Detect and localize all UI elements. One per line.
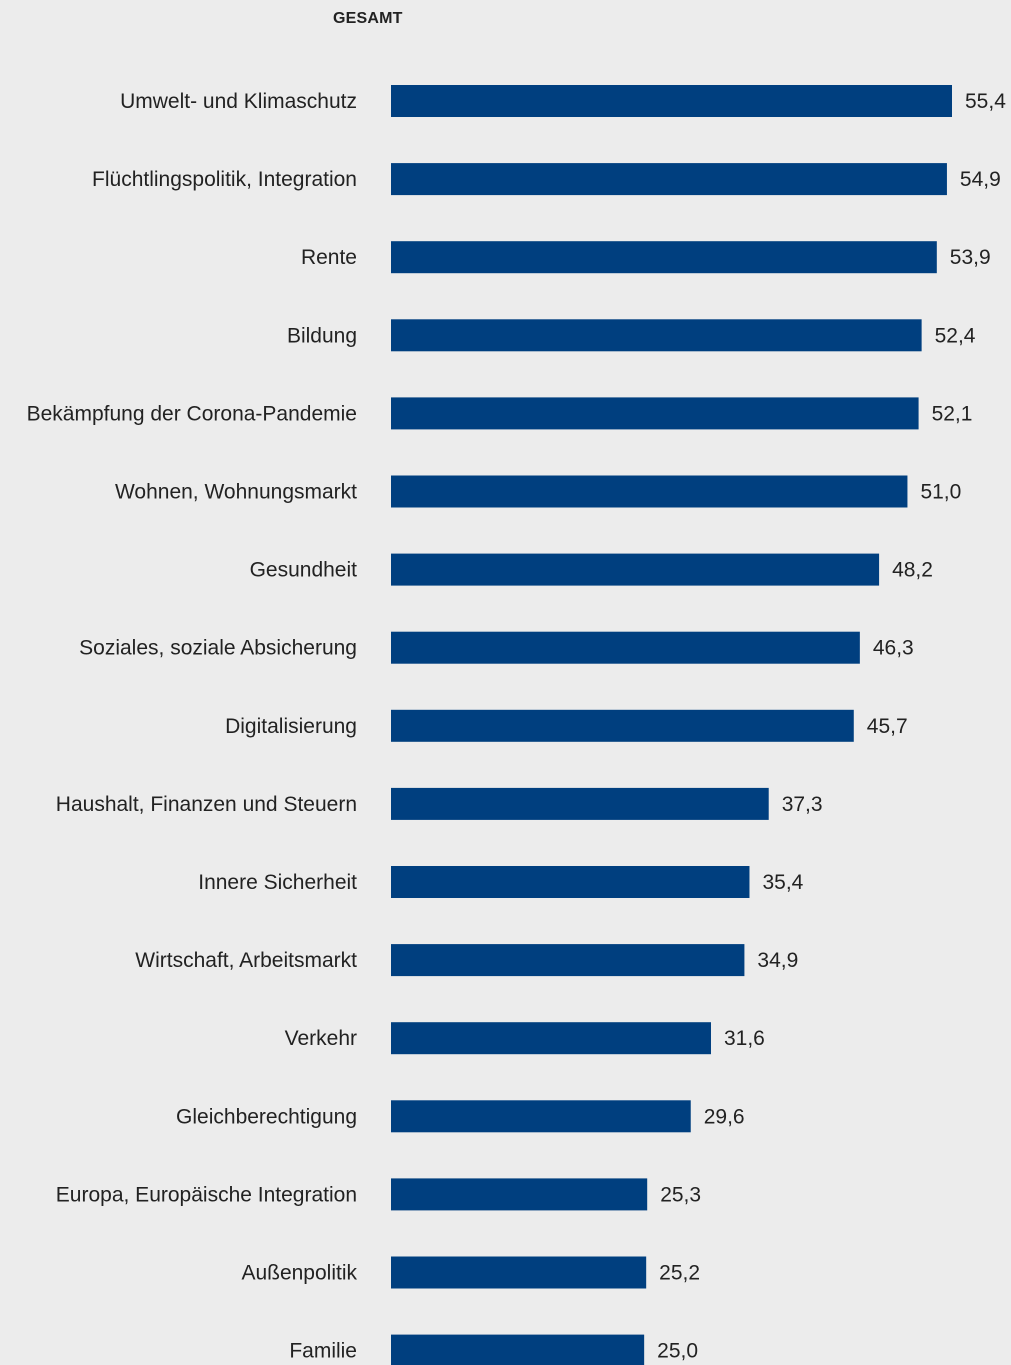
value-label: 25,0 [657,1340,698,1363]
bar [391,1256,647,1289]
value-label: 35,4 [762,871,803,894]
value-label: 52,1 [932,402,973,425]
category-label: Bekämpfung der Corona-Pandemie [27,402,357,425]
value-label: 37,3 [782,793,823,816]
bar [391,553,880,586]
value-label: 29,6 [704,1105,745,1128]
bar [391,866,750,898]
category-label: Verkehr [285,1027,357,1050]
category-label: Flüchtlingspolitik, Integration [92,168,357,191]
bar [391,1022,711,1055]
chart-title: GESAMT [333,10,403,27]
category-label: Rente [301,246,357,269]
bar [391,475,908,508]
category-label: Außenpolitik [241,1262,357,1285]
value-label: 25,2 [659,1262,700,1285]
value-label: 46,3 [873,637,914,660]
value-label: 55,4 [965,90,1006,113]
category-label: Familie [289,1340,357,1363]
bar [391,631,860,664]
bar [391,1178,648,1211]
value-label: 48,2 [892,559,933,582]
value-label: 52,4 [935,324,976,347]
value-label: 54,9 [960,168,1001,191]
bar [391,163,947,196]
bar [391,709,854,742]
bar [391,241,937,274]
category-label: Bildung [287,324,357,347]
category-label: Innere Sicherheit [198,871,357,894]
value-label: 25,3 [660,1183,701,1206]
bar [391,944,745,977]
category-label: Haushalt, Finanzen und Steuern [56,793,357,816]
value-label: 53,9 [950,246,991,269]
value-label: 51,0 [920,481,961,504]
bar [391,397,919,430]
category-label: Umwelt- und Klimaschutz [120,90,357,113]
bar [391,787,769,820]
value-label: 45,7 [867,715,908,738]
category-label: Europa, Europäische Integration [56,1183,357,1206]
bar [391,85,952,117]
bar [391,319,922,352]
value-label: 31,6 [724,1027,765,1050]
bar [391,1100,691,1133]
category-label: Gesundheit [250,559,358,582]
category-label: Wohnen, Wohnungsmarkt [115,481,357,504]
category-label: Gleichberechtigung [176,1105,357,1128]
bar [391,1334,645,1365]
category-label: Wirtschaft, Arbeitsmarkt [135,949,357,972]
value-label: 34,9 [757,949,798,972]
category-label: Digitalisierung [225,715,357,738]
category-label: Soziales, soziale Absicherung [79,637,357,660]
